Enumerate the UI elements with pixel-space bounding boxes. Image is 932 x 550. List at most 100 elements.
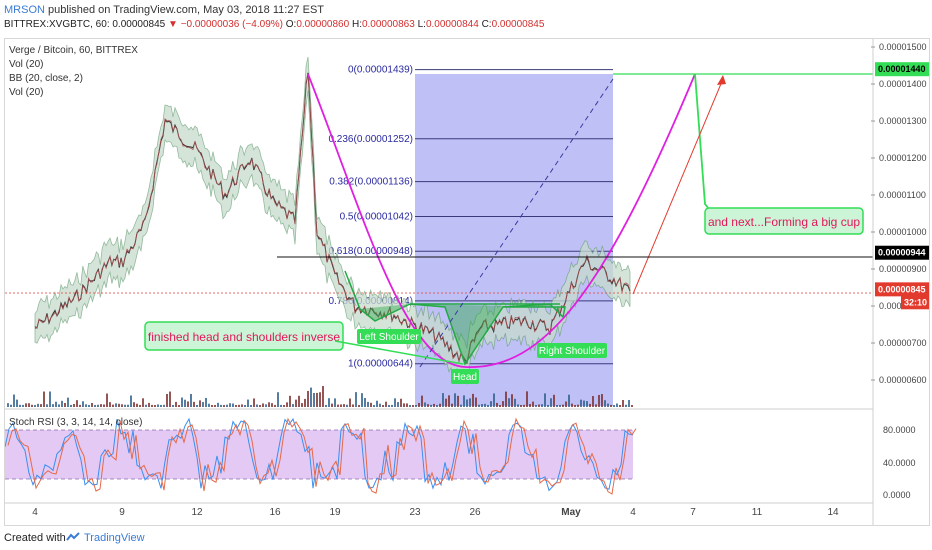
volume-bar: [346, 404, 348, 407]
volume-bar: [277, 392, 279, 407]
volume-bar: [481, 404, 483, 407]
y-tick-label: 0.00001500: [879, 42, 927, 52]
y-tick-label: 0.00000600: [879, 375, 927, 385]
volume-bar: [532, 401, 534, 407]
volume-bar: [529, 404, 531, 407]
y-tick-label: 0.00001300: [879, 116, 927, 126]
volume-bar: [139, 404, 141, 407]
last-price: 0.00000845: [112, 19, 166, 30]
volume-bar: [382, 404, 384, 407]
volume-bar: [331, 403, 333, 407]
legend-title: Verge / Bitcoin, 60, BITTREX: [9, 45, 138, 56]
hs-fill: [360, 304, 560, 364]
cup-curve: [307, 73, 696, 368]
fib-diagonal: [419, 78, 614, 368]
volume-bar: [556, 404, 558, 407]
volume-bar: [175, 401, 177, 407]
bb-basis-line: [34, 73, 631, 363]
volume-bar: [235, 405, 237, 407]
volume-bar: [265, 404, 267, 407]
price-badge-label: 0.00000944: [878, 248, 926, 258]
low-prefix: L:: [417, 19, 426, 30]
volume-bar: [184, 399, 186, 407]
volume-bar: [445, 398, 447, 407]
high-value: 0.00000863: [361, 19, 415, 30]
volume-bar: [514, 398, 516, 407]
volume-bar: [202, 402, 204, 407]
volume-bar: [316, 392, 318, 407]
volume-bar: [505, 391, 507, 407]
volume-bar: [367, 401, 369, 407]
chart-canvas[interactable]: 0(0.00001439) 0.236(0.00001252) 0.382(0.00…: [4, 39, 929, 525]
volume-bar: [73, 403, 75, 407]
volume-bar: [322, 386, 324, 407]
hs-outline: [344, 270, 566, 366]
x-tick-label: 4: [630, 507, 636, 518]
volume-bar: [28, 403, 30, 407]
volume-bar: [49, 391, 51, 407]
volume-bar: [226, 404, 228, 407]
symbol-label: BITTREX:XVGBTC, 60: [4, 19, 107, 30]
tradingview-logo-icon: [66, 532, 80, 541]
tradingview-brand-link[interactable]: TradingView: [84, 532, 145, 544]
rsi-tick-label: 40.0000: [883, 458, 916, 468]
volume-bar: [214, 404, 216, 407]
volume-bar: [472, 393, 474, 407]
volume-bar: [67, 397, 69, 407]
volume-bar: [211, 404, 213, 407]
volume-bar: [25, 403, 27, 407]
close-prefix: C:: [481, 19, 492, 30]
volume-bar: [595, 404, 597, 407]
volume-bar: [289, 395, 291, 407]
y-tick-label: 0.00001000: [879, 227, 927, 237]
volume-bar: [223, 404, 225, 407]
volume-bar: [343, 404, 345, 407]
note-cup-box[interactable]: [704, 207, 864, 235]
bollinger-band: [34, 56, 631, 385]
volume-bar: [397, 402, 399, 407]
author-link[interactable]: MRSON: [4, 4, 45, 16]
volume-bar: [307, 390, 309, 407]
rsi-title: Stoch RSI (3, 3, 14, 14, close): [9, 417, 142, 428]
volume-bar: [190, 393, 192, 407]
cup-arm: [694, 73, 710, 210]
left-shoulder-label: Left Shoulder: [359, 332, 419, 343]
volume-bar: [622, 400, 624, 407]
volume-bar: [142, 398, 144, 407]
volume-bar: [352, 404, 354, 407]
volume-bar: [370, 402, 372, 407]
volume-bar: [193, 401, 195, 407]
legend-item-vol1: Vol (20): [9, 59, 43, 70]
volume-bar: [421, 395, 423, 407]
volume-bar: [577, 404, 579, 407]
x-axis-ticks: 4 9 12 16 19 23 26 May 4 7 11 14: [32, 507, 839, 518]
volume-bar: [547, 404, 549, 407]
volume-bar: [280, 404, 282, 407]
volume-bar: [169, 391, 171, 407]
volume-bar: [94, 404, 96, 407]
volume-bar: [337, 404, 339, 407]
volume-bar: [268, 402, 270, 407]
volume-bar: [13, 394, 15, 407]
close-value: 0.00000845: [491, 19, 545, 30]
volume-bar: [526, 391, 528, 407]
rsi-axis-ticks: 80.0000 40.0000 0.0000: [883, 425, 916, 500]
price-badge: [875, 62, 929, 77]
volume-bar: [553, 394, 555, 407]
volume-bar: [172, 404, 174, 407]
volume-bar: [493, 393, 495, 407]
volume-bar: [178, 404, 180, 407]
volume-bar: [586, 401, 588, 407]
volume-bar: [115, 403, 117, 407]
volume-bar: [538, 404, 540, 407]
fib-level-label: 0.5(0.00001042): [340, 211, 413, 222]
volume-bar: [379, 403, 381, 407]
volume-bar: [130, 395, 132, 407]
volume-bar: [40, 404, 42, 407]
volume-bar: [487, 404, 489, 407]
volume-bar: [160, 404, 162, 407]
arrow-head-icon: [717, 75, 726, 85]
note-hs-box[interactable]: [144, 321, 344, 351]
created-with-text: Created with: [4, 532, 66, 544]
right-shoulder-label: Right Shoulder: [539, 346, 606, 357]
